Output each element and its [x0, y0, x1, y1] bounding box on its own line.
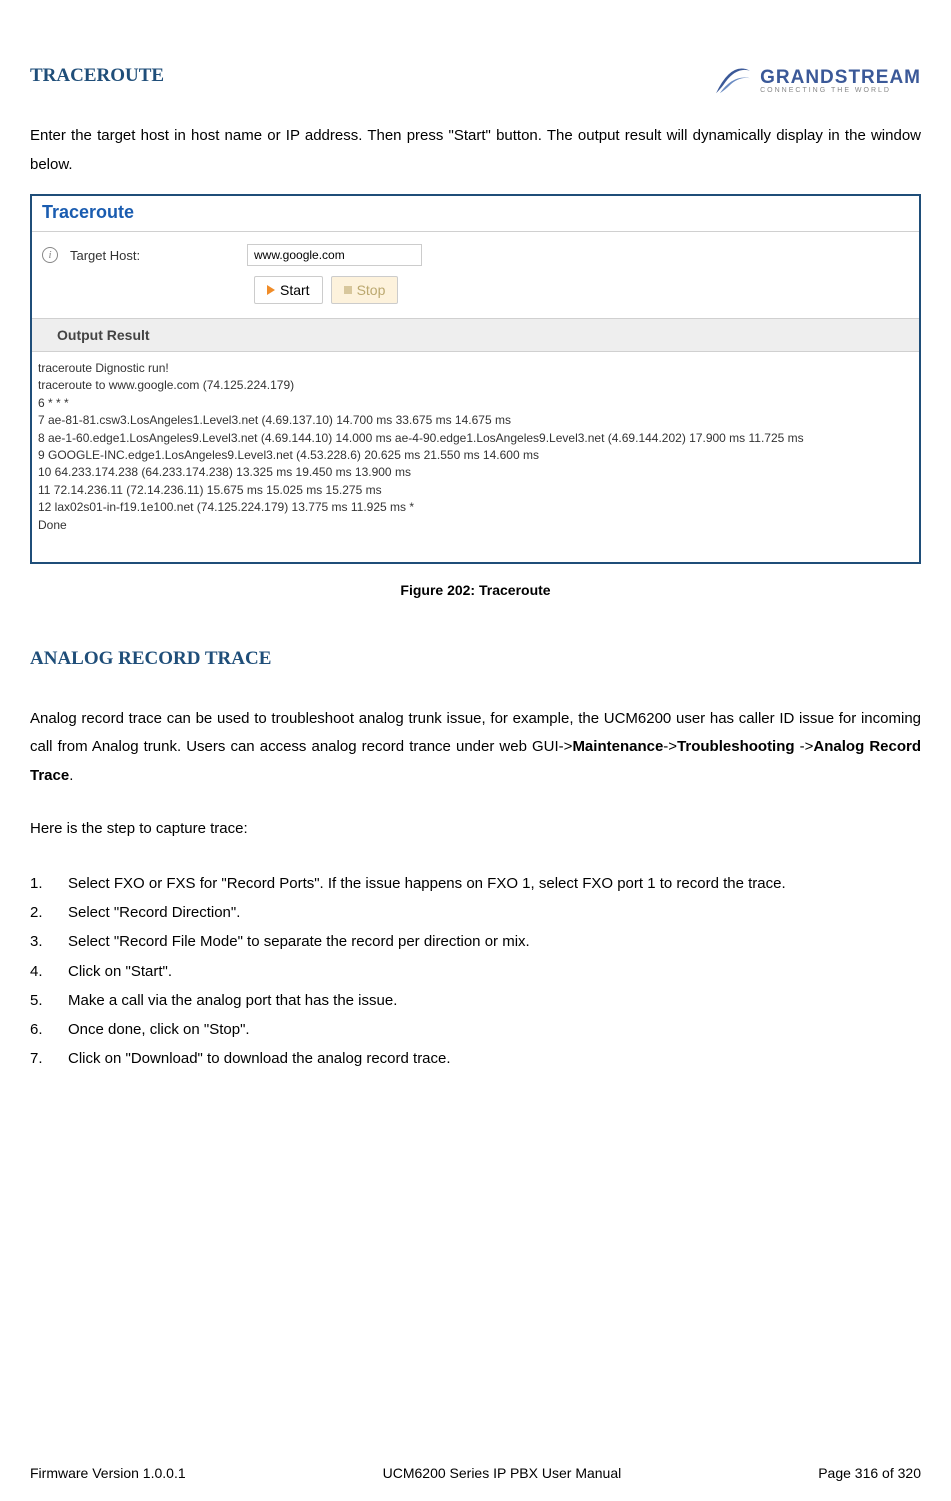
figure-caption: Figure 202: Traceroute [30, 582, 921, 598]
output-line: 11 72.14.236.11 (72.14.236.11) 15.675 ms… [38, 482, 911, 499]
traceroute-intro: Enter the target host in host name or IP… [30, 122, 921, 179]
list-item: Select "Record File Mode" to separate th… [30, 927, 921, 956]
output-result-header: Output Result [32, 318, 919, 352]
stop-button[interactable]: Stop [331, 276, 399, 304]
tail-dot: . [69, 767, 73, 784]
footer-center: UCM6200 Series IP PBX User Manual [383, 1465, 622, 1481]
target-host-input[interactable] [247, 244, 422, 266]
traceroute-panel: Traceroute i Target Host: Start Stop Out… [30, 194, 921, 564]
steps-list: Select FXO or FXS for "Record Ports". If… [30, 869, 921, 1074]
bold-troubleshooting: Troubleshooting [677, 738, 800, 755]
output-line: 10 64.233.174.238 (64.233.174.238) 13.32… [38, 464, 911, 481]
target-host-row: i Target Host: [32, 232, 919, 266]
list-item: Click on "Download" to download the anal… [30, 1044, 921, 1073]
stop-button-label: Stop [357, 282, 386, 298]
button-row: Start Stop [32, 266, 919, 318]
output-result-body: traceroute Dignostic run!traceroute to w… [32, 352, 919, 562]
grandstream-logo-icon [714, 65, 752, 97]
start-button-label: Start [280, 282, 310, 298]
sep1: -> [663, 738, 677, 755]
footer-left: Firmware Version 1.0.0.1 [30, 1465, 186, 1481]
output-line: 12 lax02s01-in-f19.1e100.net (74.125.224… [38, 499, 911, 516]
list-item: Click on "Start". [30, 957, 921, 986]
output-line: Done [38, 517, 911, 534]
output-line: 8 ae-1-60.edge1.LosAngeles9.Level3.net (… [38, 430, 911, 447]
list-item: Make a call via the analog port that has… [30, 986, 921, 1015]
target-host-label: Target Host: [70, 248, 235, 263]
page-footer: Firmware Version 1.0.0.1 UCM6200 Series … [30, 1465, 921, 1481]
start-button[interactable]: Start [254, 276, 323, 304]
analog-intro: Analog record trace can be used to troub… [30, 705, 921, 791]
info-icon[interactable]: i [42, 247, 58, 263]
output-line: 6 * * * [38, 395, 911, 412]
output-line: traceroute Dignostic run! [38, 360, 911, 377]
brand-logo: GRANDSTREAM CONNECTING THE WORLD [714, 65, 921, 97]
steps-intro: Here is the step to capture trace: [30, 815, 921, 844]
logo-main-text: GRANDSTREAM [760, 68, 921, 87]
sep2: -> [800, 738, 814, 755]
list-item: Select "Record Direction". [30, 898, 921, 927]
output-line: 7 ae-81-81.csw3.LosAngeles1.Level3.net (… [38, 412, 911, 429]
bold-maintenance: Maintenance [572, 738, 663, 755]
panel-title: Traceroute [32, 196, 919, 232]
list-item: Select FXO or FXS for "Record Ports". If… [30, 869, 921, 898]
output-line: traceroute to www.google.com (74.125.224… [38, 377, 911, 394]
footer-right: Page 316 of 320 [818, 1465, 921, 1481]
logo-sub-text: CONNECTING THE WORLD [760, 87, 921, 94]
list-item: Once done, click on "Stop". [30, 1015, 921, 1044]
output-line: 9 GOOGLE-INC.edge1.LosAngeles9.Level3.ne… [38, 447, 911, 464]
section-title-analog: ANALOG RECORD TRACE [30, 648, 921, 670]
stop-icon [344, 286, 352, 294]
play-icon [267, 285, 275, 295]
